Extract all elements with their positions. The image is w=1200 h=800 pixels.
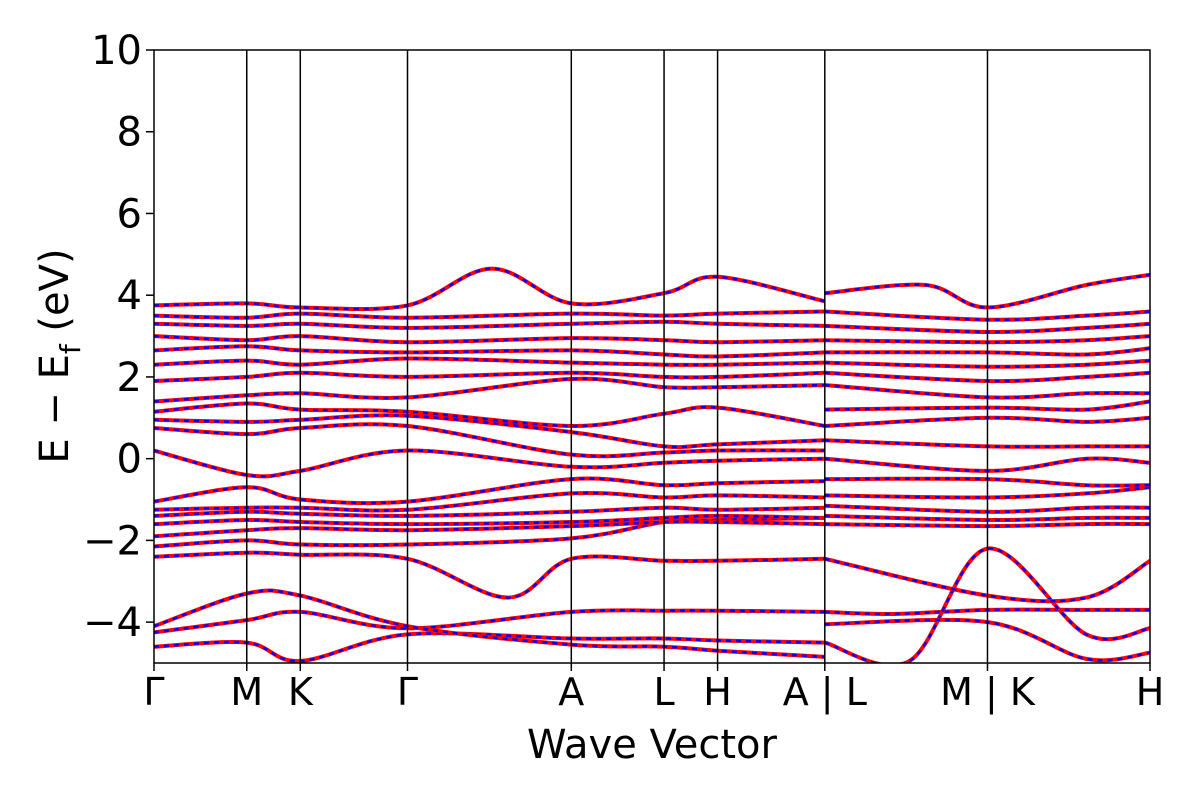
y-tick-label: 6: [117, 191, 142, 237]
band-37-dashed: [824, 359, 1150, 369]
band-1-dashed: [154, 632, 825, 663]
band-0-dashed: [154, 609, 825, 634]
y-tick-label: 2: [117, 355, 142, 401]
band-32-dashed: [824, 439, 1150, 449]
band-35-dashed: [824, 383, 1150, 399]
kpoint-label: M: [230, 670, 263, 714]
band-16-dashed: [154, 357, 825, 367]
band-19-dashed: [154, 320, 825, 330]
band-15-dashed: [154, 371, 825, 383]
y-tick-label: −4: [83, 600, 142, 646]
band-10-dashed: [154, 449, 825, 478]
band-31-dashed: [824, 457, 1150, 473]
band-25-dashed: [824, 557, 1150, 603]
kpoint-label: K: [288, 670, 314, 714]
band-2-solid: [154, 588, 825, 659]
band-14-solid: [154, 376, 825, 404]
y-axis-title: E − Ef (eV): [32, 248, 87, 463]
band-41-dashed: [824, 310, 1150, 322]
kpoint-label: L: [653, 670, 674, 714]
band-0-solid: [154, 608, 825, 635]
band-2-dashed: [154, 589, 825, 659]
plot-frame: [153, 49, 1151, 664]
bands-layer: [154, 266, 1150, 663]
kpoint-label: H: [1136, 670, 1165, 714]
band-39-dashed: [824, 334, 1150, 344]
band-17-dashed: [154, 345, 825, 358]
kpoint-label: Γ: [397, 670, 418, 714]
band-42-dashed: [824, 273, 1150, 309]
band-11-dashed: [154, 422, 825, 458]
band-12-dashed: [154, 414, 825, 449]
band-26-dashed: [824, 522, 1150, 528]
band-24-dashed: [824, 618, 1150, 662]
band-28-dashed: [824, 504, 1150, 514]
band-36-dashed: [824, 371, 1150, 383]
band-40-dashed: [824, 322, 1150, 334]
y-tick-label: 10: [91, 28, 142, 74]
band-38-dashed: [824, 347, 1150, 356]
band-30-dashed: [824, 477, 1150, 487]
y-tick-label: 8: [117, 110, 142, 156]
band-18-dashed: [154, 334, 825, 344]
kpoint-label: A: [558, 670, 584, 714]
band-23-dashed: [824, 547, 1150, 663]
band-10-solid: [154, 448, 825, 479]
y-tick-label: 0: [117, 437, 142, 483]
kpoint-label: M | K: [940, 670, 1036, 715]
band-29-dashed: [824, 486, 1150, 499]
band-34-dashed: [824, 400, 1150, 412]
band-21-dashed: [154, 267, 826, 311]
band-27-dashed: [824, 514, 1150, 522]
band-7-dashed: [154, 506, 825, 518]
band-13-dashed: [154, 402, 826, 428]
band-9-dashed: [154, 477, 825, 505]
band-9-solid: [154, 476, 825, 506]
band-5-dashed: [154, 520, 825, 538]
band-8-dashed: [154, 491, 825, 512]
kpoint-label: A | L: [783, 670, 867, 715]
band-17-solid: [154, 344, 825, 359]
kpoint-label: H: [703, 670, 732, 714]
x-axis-title: Wave Vector: [527, 722, 778, 768]
band-20-dashed: [154, 310, 825, 319]
band-14-dashed: [154, 377, 825, 403]
y-tick-label: 4: [117, 273, 142, 319]
y-axis-ticks: −4 −2 0 2 4 6 8 10: [83, 28, 154, 646]
band-33-dashed: [824, 416, 1150, 428]
kpoint-label: Γ: [143, 670, 164, 714]
y-tick-label: −2: [83, 518, 142, 564]
band-3-dashed: [154, 551, 825, 599]
band-6-dashed: [154, 514, 825, 526]
kpoint-vertical-lines: [246, 50, 989, 663]
